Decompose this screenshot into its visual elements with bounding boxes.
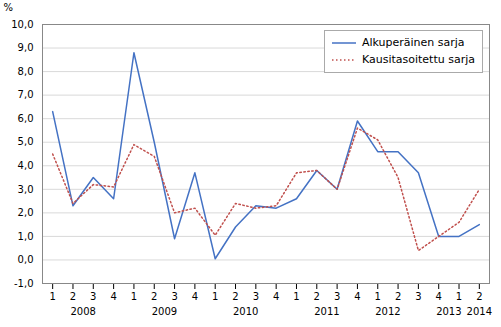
svg-text:4,0: 4,0 [18, 160, 34, 171]
svg-text:2,0: 2,0 [18, 207, 34, 218]
svg-text:2: 2 [476, 291, 482, 302]
svg-text:%: % [4, 2, 14, 13]
svg-text:4: 4 [110, 291, 116, 302]
svg-text:2010: 2010 [233, 306, 258, 317]
svg-text:0,0: 0,0 [18, 254, 34, 265]
svg-text:1,0: 1,0 [18, 231, 34, 242]
svg-text:1: 1 [131, 291, 137, 302]
svg-text:4: 4 [273, 291, 279, 302]
svg-text:4: 4 [436, 291, 442, 302]
svg-text:2: 2 [395, 291, 401, 302]
svg-text:7,0: 7,0 [18, 89, 34, 100]
svg-text:1: 1 [212, 291, 218, 302]
svg-text:1: 1 [293, 291, 299, 302]
svg-text:2009: 2009 [152, 306, 177, 317]
svg-text:2: 2 [314, 291, 320, 302]
svg-text:2: 2 [70, 291, 76, 302]
html-text:Alkuperäinen sarja: Alkuperäinen sarja [361, 36, 465, 49]
svg-text:10,0: 10,0 [11, 19, 33, 30]
svg-text:8,0: 8,0 [18, 66, 34, 77]
svg-text:2011: 2011 [314, 306, 339, 317]
svg-text:1: 1 [49, 291, 55, 302]
svg-text:1: 1 [375, 291, 381, 302]
svg-text:-1,0: -1,0 [14, 278, 34, 289]
svg-text:2: 2 [232, 291, 238, 302]
svg-text:6,0: 6,0 [18, 113, 34, 124]
svg-text:9,0: 9,0 [18, 42, 34, 53]
svg-text:3: 3 [171, 291, 177, 302]
html-text:Kausitasoitettu sarja: Kausitasoitettu sarja [361, 52, 475, 66]
svg-text:4: 4 [192, 291, 198, 302]
svg-text:3: 3 [253, 291, 259, 302]
svg-text:2014: 2014 [467, 306, 492, 317]
svg-text:2013: 2013 [436, 306, 461, 317]
svg-text:2008: 2008 [70, 306, 95, 317]
svg-text:1: 1 [456, 291, 462, 302]
svg-text:2: 2 [151, 291, 157, 302]
svg-text:3: 3 [334, 291, 340, 302]
svg-text:5,0: 5,0 [18, 136, 34, 147]
svg-text:3: 3 [415, 291, 421, 302]
svg-text:4: 4 [354, 291, 360, 302]
svg-text:2012: 2012 [375, 306, 400, 317]
svg-text:3,0: 3,0 [18, 184, 34, 195]
svg-text:3: 3 [90, 291, 96, 302]
